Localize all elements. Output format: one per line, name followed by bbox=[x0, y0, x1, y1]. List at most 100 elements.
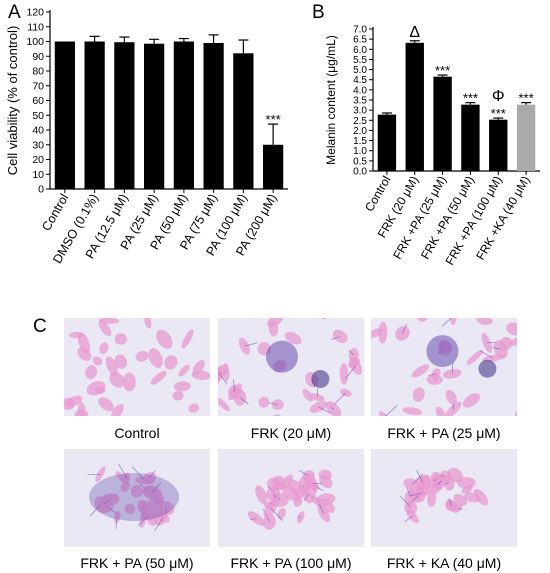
dendrite bbox=[318, 503, 325, 514]
cell bbox=[287, 479, 306, 498]
cell bbox=[99, 318, 120, 324]
dendrite bbox=[151, 482, 162, 493]
cell bbox=[66, 395, 83, 407]
significance-annotation: Δ bbox=[409, 24, 420, 41]
cell bbox=[144, 318, 152, 329]
bar bbox=[433, 76, 452, 171]
dendrite bbox=[332, 392, 347, 406]
cell bbox=[319, 475, 333, 489]
dendrite bbox=[89, 504, 101, 517]
dendrite bbox=[250, 518, 257, 521]
cell bbox=[302, 388, 314, 402]
cell bbox=[115, 471, 129, 485]
cell bbox=[379, 411, 390, 416]
micrograph-caption: FRK + PA (100 μM) bbox=[230, 555, 352, 571]
dendrite bbox=[404, 515, 413, 523]
cell bbox=[509, 335, 517, 346]
cell bbox=[258, 396, 270, 408]
significance-annotation: *** bbox=[463, 91, 478, 106]
cell bbox=[98, 397, 114, 412]
dendrite bbox=[244, 342, 258, 347]
y-axis-label: Melanin content (μg/mL) bbox=[324, 35, 338, 165]
melanin-cluster bbox=[311, 370, 330, 389]
micrograph-caption: FRK (20 μM) bbox=[250, 425, 332, 441]
dendrite bbox=[409, 492, 422, 497]
cell bbox=[464, 492, 481, 503]
bar bbox=[489, 119, 508, 171]
y-tick-label: 4.0 bbox=[353, 85, 367, 96]
chart-b-melanin-content: 0.00.51.01.52.02.53.03.54.04.55.05.56.06… bbox=[324, 24, 540, 267]
micrograph-frk-20 bbox=[218, 318, 364, 416]
y-tick-label: 90 bbox=[32, 51, 44, 63]
cell bbox=[466, 349, 484, 366]
cell bbox=[322, 501, 335, 514]
cell bbox=[218, 397, 230, 412]
dendrite bbox=[443, 482, 449, 485]
dendrite bbox=[344, 365, 356, 379]
dendrite bbox=[118, 463, 128, 479]
cell bbox=[412, 387, 425, 402]
cell bbox=[122, 372, 136, 392]
dendrite bbox=[457, 507, 463, 510]
y-tick-label: 110 bbox=[27, 21, 44, 33]
cell bbox=[462, 393, 481, 408]
y-axis-label: Cell viability (% of control) bbox=[5, 26, 20, 176]
cell bbox=[124, 503, 136, 514]
bar bbox=[405, 42, 424, 172]
cell bbox=[378, 321, 388, 344]
cell bbox=[105, 356, 118, 376]
bar bbox=[516, 104, 536, 171]
y-tick-label: 2.0 bbox=[353, 126, 367, 137]
cell bbox=[481, 332, 493, 354]
cell bbox=[278, 474, 294, 491]
dendrite bbox=[298, 470, 309, 477]
cell bbox=[109, 372, 125, 388]
y-tick-label: 7.0 bbox=[353, 25, 367, 36]
cell bbox=[148, 348, 163, 368]
cell bbox=[332, 329, 348, 344]
cell bbox=[266, 318, 284, 327]
chart-a-cell-viability: 0 10 20 30 40 50 60 70 80 90 100 110 120 Cell viabili… bbox=[5, 7, 288, 266]
cell bbox=[85, 365, 98, 380]
bar bbox=[144, 43, 165, 190]
cell bbox=[113, 510, 121, 524]
bar bbox=[263, 144, 284, 189]
bar bbox=[203, 42, 224, 189]
cell bbox=[339, 363, 349, 385]
cell bbox=[403, 478, 421, 491]
cell bbox=[411, 364, 430, 378]
cell bbox=[141, 505, 151, 520]
y-tick-label: 120 bbox=[26, 7, 44, 19]
significance-annotation: Φ bbox=[492, 88, 505, 105]
cell bbox=[92, 356, 103, 366]
dendrite bbox=[451, 361, 454, 374]
cell bbox=[74, 409, 89, 416]
cell bbox=[130, 484, 143, 498]
dendrite bbox=[330, 406, 334, 410]
bar bbox=[114, 42, 135, 189]
bar bbox=[54, 41, 75, 189]
dendrite bbox=[433, 479, 437, 482]
melanin-cluster bbox=[265, 340, 298, 373]
cell bbox=[95, 466, 106, 483]
cell bbox=[164, 355, 178, 370]
micrograph-caption: FRK + KA (40 μM) bbox=[386, 555, 502, 571]
cell bbox=[135, 350, 149, 362]
bar bbox=[84, 41, 105, 189]
dendrite bbox=[239, 397, 249, 405]
dendrite bbox=[411, 473, 423, 485]
y-tick-label: 60 bbox=[32, 95, 44, 107]
dendrite bbox=[149, 470, 156, 479]
y-tick-label: 80 bbox=[32, 66, 44, 78]
dendrite bbox=[268, 402, 278, 405]
micrograph-control bbox=[64, 318, 210, 416]
melanin-cluster bbox=[426, 335, 459, 368]
cell bbox=[416, 318, 429, 322]
dendrite bbox=[402, 323, 408, 334]
cell bbox=[192, 360, 205, 375]
cell bbox=[218, 364, 228, 382]
y-tick-label: 5.5 bbox=[353, 55, 367, 66]
dendrite bbox=[270, 508, 284, 521]
cell bbox=[309, 473, 318, 493]
dendrite bbox=[428, 373, 437, 377]
